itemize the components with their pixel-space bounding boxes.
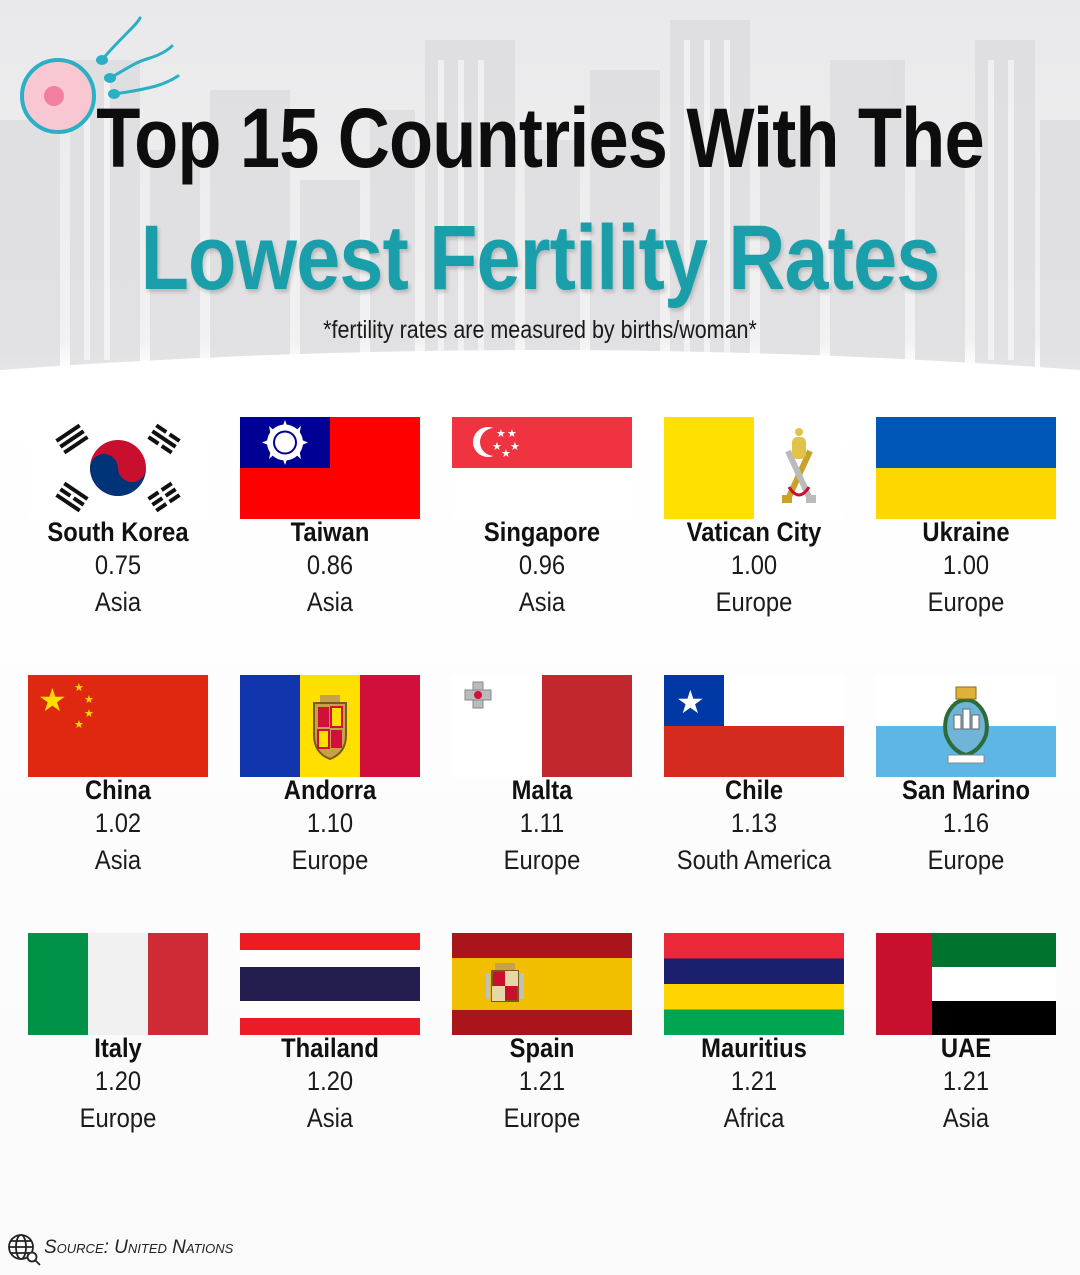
svg-text:★: ★: [84, 693, 94, 706]
country-card: Taiwan 0.86 Asia: [240, 417, 420, 647]
south-korea-flag-icon: [28, 417, 208, 519]
spain-flag-icon: [452, 933, 632, 1035]
region-label: Africa: [723, 1103, 785, 1133]
country-card: ★ Chile 1.13 South America: [664, 675, 844, 905]
region-label: Europe: [291, 845, 369, 875]
country-card: Vatican City 1.00 Europe: [664, 417, 844, 647]
fertility-rate: 1.11: [519, 808, 565, 838]
mauritius-flag-icon: [664, 933, 844, 1035]
country-card: Malta 1.11 Europe: [452, 675, 632, 905]
country-card: Ukraine 1.00 Europe: [876, 417, 1056, 647]
country-name: Chile: [724, 775, 784, 805]
region-label: Europe: [927, 587, 1005, 617]
thailand-flag-icon: [240, 933, 420, 1035]
country-name: Malta: [511, 775, 573, 805]
fertility-rate: 0.75: [94, 550, 142, 580]
country-name: Andorra: [283, 775, 377, 805]
region-label: Asia: [306, 1103, 354, 1133]
svg-text:★: ★: [510, 440, 520, 453]
country-name: Spain: [509, 1033, 575, 1063]
fertility-rate: 1.00: [730, 550, 778, 580]
svg-text:★: ★: [507, 427, 517, 440]
region-label: Europe: [79, 1103, 157, 1133]
fertility-rate: 0.86: [306, 550, 354, 580]
italy-flag-icon: [28, 933, 208, 1035]
taiwan-flag-icon: [240, 417, 420, 519]
svg-text:★: ★: [496, 427, 506, 440]
country-name: Ukraine: [922, 517, 1010, 547]
country-name: UAE: [940, 1033, 992, 1063]
header-divider-curve: [0, 350, 1080, 410]
country-name: China: [84, 775, 151, 805]
svg-text:★: ★: [492, 440, 502, 453]
region-label: Asia: [94, 587, 142, 617]
country-card: South Korea 0.75 Asia: [28, 417, 208, 647]
country-name: Italy: [94, 1033, 142, 1063]
andorra-flag-icon: [240, 675, 420, 777]
region-label: Europe: [927, 845, 1005, 875]
country-name: San Marino: [901, 775, 1031, 805]
country-name: Singapore: [483, 517, 601, 547]
region-label: Europe: [503, 1103, 581, 1133]
fertility-rate: 1.21: [518, 1066, 566, 1096]
country-card: ★ ★ ★ ★ ★ China 1.02 Asia: [28, 675, 208, 905]
country-name: Taiwan: [290, 517, 370, 547]
globe-search-icon: [8, 1234, 41, 1266]
fertility-rate: 1.16: [942, 808, 990, 838]
fertility-rate: 1.02: [94, 808, 142, 838]
svg-text:★: ★: [74, 681, 84, 694]
svg-text:★: ★: [38, 681, 67, 719]
region-label: Asia: [306, 587, 354, 617]
title-line-2: Lowest Fertility Rates: [140, 207, 941, 309]
region-label: South America: [676, 845, 832, 875]
region-label: Europe: [715, 587, 793, 617]
egg-cell-illustration: [20, 16, 180, 134]
fertility-rate: 1.00: [942, 550, 990, 580]
country-card: Thailand 1.20 Asia: [240, 933, 420, 1163]
svg-text:★: ★: [676, 683, 705, 721]
fertility-rate: 1.20: [94, 1066, 142, 1096]
country-name: South Korea: [47, 517, 189, 547]
country-card: Italy 1.20 Europe: [28, 933, 208, 1163]
fertility-rate: 0.96: [518, 550, 566, 580]
fertility-rate: 1.21: [942, 1066, 990, 1096]
country-card: Spain 1.21 Europe: [452, 933, 632, 1163]
country-card: ★ ★ ★ ★ ★ Singapore 0.96 Asia: [452, 417, 632, 647]
chile-flag-icon: ★: [664, 675, 844, 777]
country-card: Mauritius 1.21 Africa: [664, 933, 844, 1163]
country-card: UAE 1.21 Asia: [876, 933, 1056, 1163]
vatican-city-flag-icon: [664, 417, 844, 519]
title-line-1: Top 15 Countries With The: [96, 91, 984, 185]
china-flag-icon: ★ ★ ★ ★ ★: [28, 675, 208, 777]
fertility-rate: 1.20: [306, 1066, 354, 1096]
region-label: Asia: [942, 1103, 990, 1133]
san-marino-flag-icon: [876, 675, 1056, 777]
fertility-rate: 1.21: [730, 1066, 778, 1096]
region-label: Asia: [518, 587, 566, 617]
subtitle: *fertility rates are measured by births/…: [323, 316, 757, 344]
ukraine-flag-icon: [876, 417, 1056, 519]
region-label: Europe: [503, 845, 581, 875]
malta-flag-icon: [452, 675, 632, 777]
country-card: Andorra 1.10 Europe: [240, 675, 420, 905]
svg-text:★: ★: [84, 707, 94, 720]
country-name: Vatican City: [686, 517, 822, 547]
fertility-rate: 1.13: [730, 808, 778, 838]
source-label: Source: United Nations: [44, 1237, 234, 1258]
country-name: Mauritius: [701, 1033, 807, 1063]
country-name: Thailand: [281, 1033, 379, 1063]
source-credit: Source: United Nations: [6, 1232, 306, 1266]
singapore-flag-icon: ★ ★ ★ ★★: [452, 417, 632, 519]
city-skyline-background: [0, 20, 1080, 375]
svg-text:★: ★: [501, 447, 511, 460]
fertility-rate: 1.10: [306, 808, 354, 838]
uae-flag-icon: [876, 933, 1056, 1035]
svg-text:★: ★: [74, 718, 84, 731]
country-card: San Marino 1.16 Europe: [876, 675, 1056, 905]
region-label: Asia: [94, 845, 142, 875]
